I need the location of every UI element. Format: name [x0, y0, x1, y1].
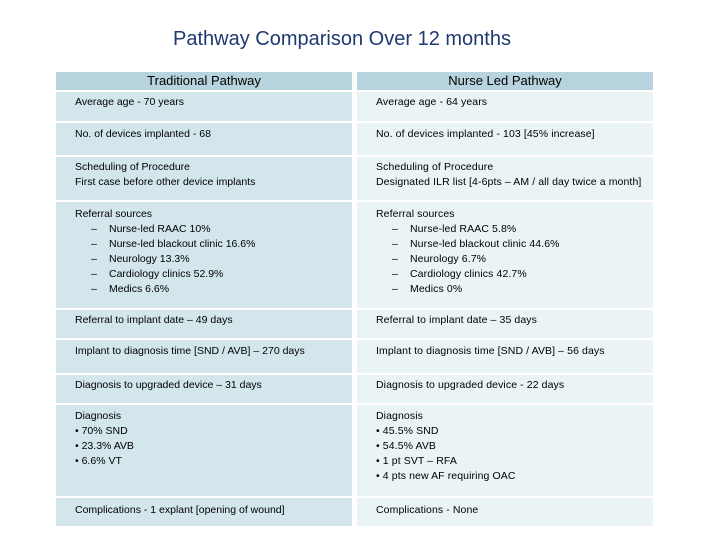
list-item: – Nurse-led blackout clinic 16.6%: [91, 238, 256, 250]
cell-text: Diagnosis: [75, 410, 122, 422]
cell-left: Referral sources – Nurse-led RAAC 10% – Nu…: [56, 202, 352, 308]
list-item: – Cardiology clinics 52.9%: [91, 268, 224, 280]
table-row: Referral sources – Nurse-led RAAC 10% – Nu…: [56, 200, 653, 308]
cell-left: No. of devices implanted - 68: [56, 123, 352, 155]
cell-text: Diagnosis to upgraded device – 31 days: [75, 379, 262, 391]
table-row: Diagnosis to upgraded device – 31 days D…: [56, 373, 653, 403]
cell-text: Diagnosis to upgraded device - 22 days: [376, 379, 565, 391]
cell-left: Referral to implant date – 49 days: [56, 310, 352, 338]
cell-text: • 1 pt SVT – RFA: [376, 455, 457, 467]
cell-text: • 23.3% AVB: [75, 440, 134, 452]
cell-text: • 6.6% VT: [75, 455, 122, 467]
list-item: – Nurse-led RAAC 10%: [91, 223, 211, 235]
cell-text: Complications - 1 explant [opening of wo…: [75, 504, 285, 516]
cell-right: Referral to implant date – 35 days: [357, 310, 653, 338]
cell-right: No. of devices implanted - 103 [45% incr…: [357, 123, 653, 155]
cell-text: No. of devices implanted - 103 [45% incr…: [376, 128, 595, 140]
cell-text: Implant to diagnosis time [SND / AVB] – …: [75, 345, 305, 357]
cell-text: No. of devices implanted - 68: [75, 128, 211, 140]
cell-text: First case before other device implants: [75, 176, 256, 188]
cell-text: Average age - 64 years: [376, 96, 488, 108]
cell-right: Diagnosis • 45.5% SND • 54.5% AVB • 1 pt…: [357, 405, 653, 496]
cell-left: Average age - 70 years: [56, 92, 352, 121]
column-header-traditional: Traditional Pathway: [56, 72, 352, 90]
cell-text: Designated ILR list [4-6pts – AM / all d…: [376, 176, 642, 188]
list-item: – Cardiology clinics 42.7%: [392, 268, 527, 280]
cell-left: Scheduling of Procedure First case befor…: [56, 157, 352, 200]
table-row: Scheduling of Procedure First case befor…: [56, 155, 653, 200]
cell-text: Referral to implant date – 35 days: [376, 314, 537, 326]
list-item: – Neurology 6.7%: [392, 253, 487, 265]
table-row: Diagnosis • 70% SND • 23.3% AVB • 6.6% V…: [56, 403, 653, 496]
cell-text: Referral sources: [376, 208, 455, 220]
cell-right: Referral sources – Nurse-led RAAC 5.8% – N…: [357, 202, 653, 308]
table-row: Average age - 70 years Average age - 64 …: [56, 90, 653, 121]
cell-right: Average age - 64 years: [357, 92, 653, 121]
cell-left: Complications - 1 explant [opening of wo…: [56, 498, 352, 526]
table-row: Complications - 1 explant [opening of wo…: [56, 496, 653, 526]
list-item: – Neurology 13.3%: [91, 253, 190, 265]
cell-text: Diagnosis: [376, 410, 424, 422]
cell-text: • 54.5% AVB: [376, 440, 437, 452]
table-header: Traditional Pathway Nurse Led Pathway: [56, 72, 653, 90]
cell-text: • 70% SND: [75, 425, 128, 437]
cell-text: Scheduling of Procedure: [376, 161, 494, 173]
list-item: – Nurse-led blackout clinic 44.6%: [392, 238, 560, 250]
cell-right: Complications - None: [357, 498, 653, 526]
cell-left: Implant to diagnosis time [SND / AVB] – …: [56, 340, 352, 373]
cell-left: Diagnosis • 70% SND • 23.3% AVB • 6.6% V…: [56, 405, 352, 496]
comparison-table: Traditional Pathway Nurse Led Pathway Av…: [56, 72, 653, 526]
cell-right: Scheduling of Procedure Designated ILR l…: [357, 157, 653, 200]
table-row: Implant to diagnosis time [SND / AVB] – …: [56, 338, 653, 373]
cell-text: Referral to implant date – 49 days: [75, 314, 233, 326]
cell-text: • 4 pts new AF requiring OAC: [376, 470, 516, 482]
cell-left: Diagnosis to upgraded device – 31 days: [56, 375, 352, 403]
cell-right: Implant to diagnosis time [SND / AVB] – …: [357, 340, 653, 373]
table-row: No. of devices implanted - 68 No. of dev…: [56, 121, 653, 155]
cell-text: Referral sources: [75, 208, 153, 220]
cell-text: Implant to diagnosis time [SND / AVB] – …: [376, 345, 605, 357]
cell-text: • 45.5% SND: [376, 425, 439, 437]
column-header-nurse-led: Nurse Led Pathway: [357, 72, 653, 90]
list-item: – Medics 6.6%: [91, 283, 170, 295]
table-row: Referral to implant date – 49 days Refer…: [56, 308, 653, 338]
list-item: – Medics 0%: [392, 283, 463, 295]
cell-text: Average age - 70 years: [75, 96, 184, 108]
list-item: – Nurse-led RAAC 5.8%: [392, 223, 517, 235]
cell-right: Diagnosis to upgraded device - 22 days: [357, 375, 653, 403]
cell-text: Scheduling of Procedure: [75, 161, 190, 173]
page-title: Pathway Comparison Over 12 months: [173, 28, 511, 50]
cell-text: Complications - None: [376, 504, 479, 516]
